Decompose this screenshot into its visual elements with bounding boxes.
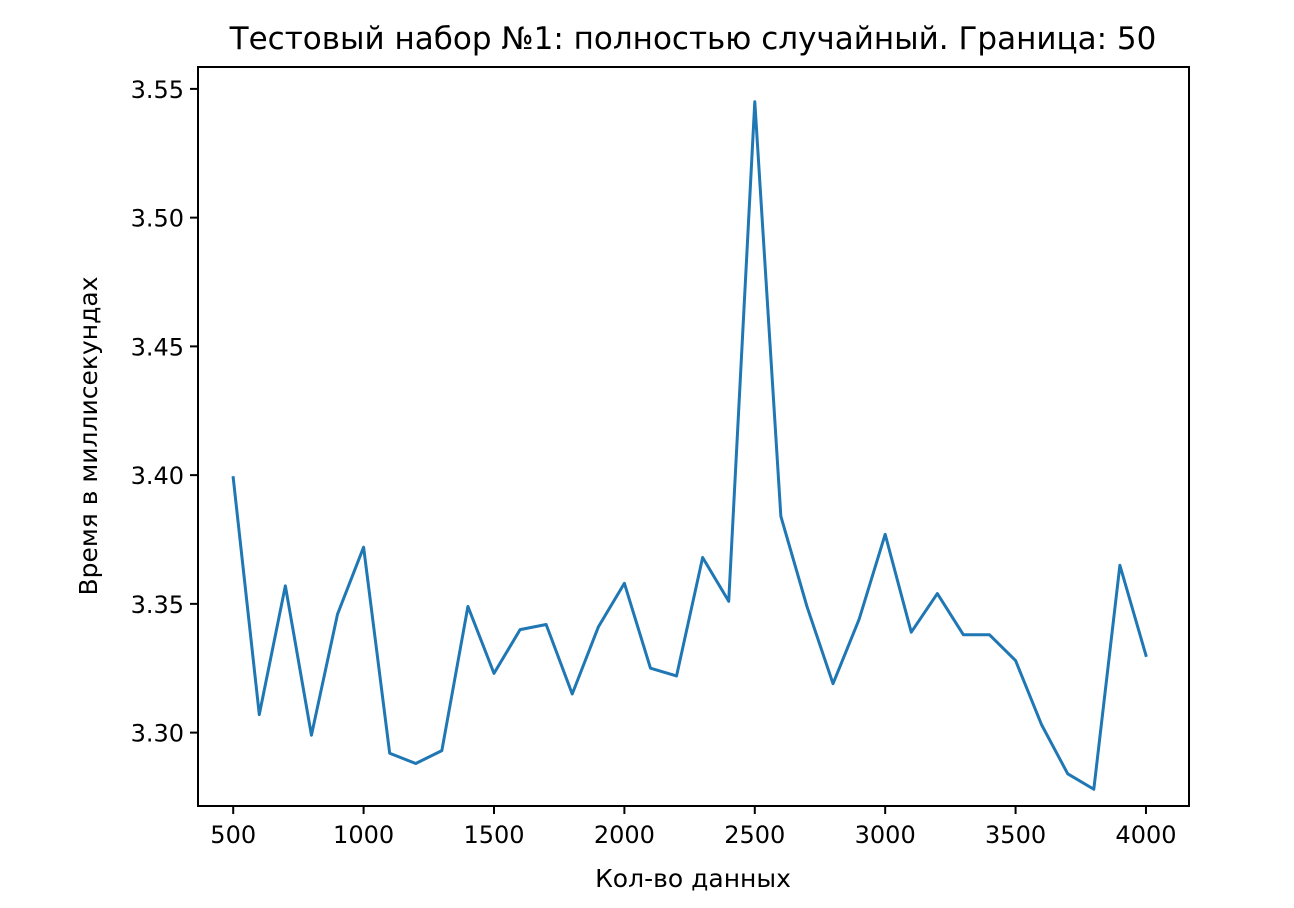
x-axis-label: Кол-во данных [595, 864, 791, 893]
y-axis: 3.30 3.35 3.40 3.45 3.50 3.55 [131, 76, 198, 748]
x-tick-label: 3000 [855, 821, 916, 849]
x-tick-label: 4000 [1115, 821, 1176, 849]
x-tick-label: 1000 [333, 821, 394, 849]
x-tick-label: 3500 [985, 821, 1046, 849]
y-axis-label: Время в миллисекундах [74, 276, 103, 595]
x-tick-label: 2000 [594, 821, 655, 849]
x-tick-label: 500 [210, 821, 256, 849]
x-tick-label: 1500 [463, 821, 524, 849]
chart-title: Тестовый набор №1: полностью случайный. … [229, 21, 1157, 57]
y-tick-label: 3.45 [131, 333, 184, 361]
y-tick-label: 3.35 [131, 591, 184, 619]
x-tick-label: 2500 [724, 821, 785, 849]
y-tick-label: 3.30 [131, 720, 184, 748]
y-tick-label: 3.55 [131, 76, 184, 104]
axes-frame [197, 66, 1190, 807]
y-tick-label: 3.50 [131, 205, 184, 233]
series-line-0 [231, 100, 1148, 791]
y-tick-label: 3.40 [131, 462, 184, 490]
x-axis: 500 1000 1500 2000 2500 3000 3500 4000 [210, 806, 1177, 849]
plot-area [197, 66, 1190, 807]
